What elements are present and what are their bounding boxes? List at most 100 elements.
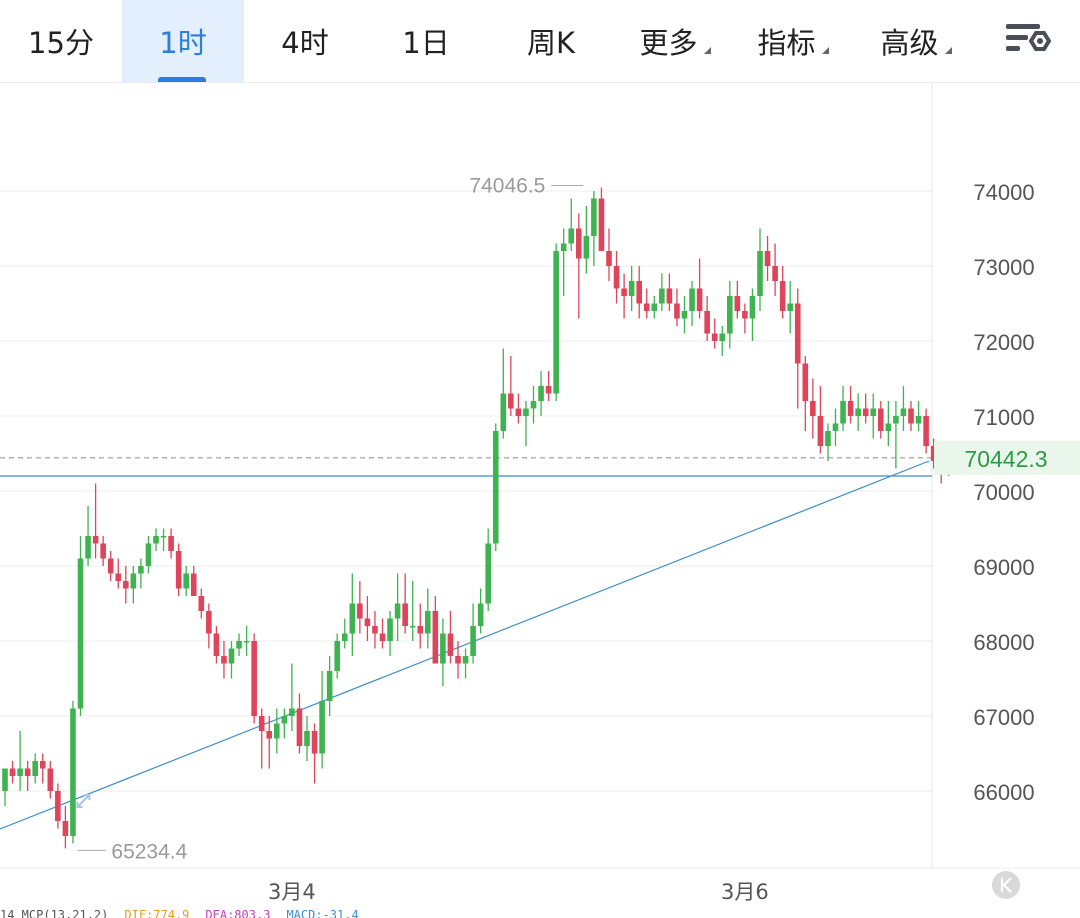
candle-body (319, 701, 325, 754)
candle-body (885, 423, 892, 431)
candle-body (47, 768, 54, 791)
candle-body (281, 716, 288, 724)
candle-body (523, 408, 529, 416)
current-price-box (934, 440, 1080, 475)
tab-0[interactable]: 15分 (0, 0, 122, 82)
candle-body (908, 408, 914, 424)
candle-body (228, 648, 235, 664)
candle-body (674, 303, 680, 319)
candle-body (855, 408, 861, 416)
candle-body (923, 416, 929, 446)
candle-body (168, 536, 174, 551)
candle-body (651, 303, 658, 311)
candle-body (659, 288, 665, 304)
timeframe-tabbar: 15分 1时 4时 1日 周K 更多 指标 高级 (0, 0, 1080, 83)
y-tick-label: 66000 (973, 780, 1034, 805)
candle-body (794, 303, 801, 364)
y-tick-label: 73000 (973, 255, 1034, 280)
candlestick-chart[interactable]: 74000 73000 72000 71000 70000 69000 68000 67000… (0, 83, 1080, 908)
candle-body (402, 603, 408, 626)
y-tick-label: 67000 (973, 705, 1034, 730)
candle-body (757, 251, 763, 296)
y-tick-label: 68000 (973, 630, 1034, 655)
candle-body (470, 626, 476, 656)
dropdown-corner-icon (703, 46, 711, 54)
candle-body (538, 386, 544, 401)
candle-body (545, 386, 552, 394)
candle-body (394, 603, 401, 619)
candle-body (727, 296, 733, 334)
candle-body (387, 618, 393, 641)
candle-body (243, 641, 250, 643)
tab-7[interactable]: 高级 (852, 0, 980, 82)
candle-body (258, 716, 265, 731)
candle-body (55, 791, 61, 821)
candle-body (711, 333, 718, 341)
tab-2[interactable]: 4时 (244, 0, 366, 82)
candle-body (696, 288, 703, 311)
candle-body (190, 573, 197, 596)
candle-body (893, 416, 899, 424)
indicator-value: 14 MCP(13,21,2) (0, 908, 109, 918)
trendline (0, 460, 930, 830)
tab-label: 周K (526, 26, 576, 60)
candle-body (39, 761, 46, 769)
candle-body (266, 731, 273, 739)
candle-body (440, 633, 446, 664)
tab-5[interactable]: 更多 (616, 0, 734, 82)
candle-body (900, 408, 907, 416)
candle-body (840, 401, 846, 424)
candle-body (160, 536, 167, 538)
expand-handle-icon (76, 794, 91, 808)
candle-body (666, 288, 673, 304)
tab-label: 高级 (880, 26, 939, 60)
candle-body (621, 288, 627, 296)
candle-body (787, 303, 793, 311)
candle-body (432, 611, 439, 664)
scroll-to-start-icon[interactable] (992, 871, 1020, 899)
tab-6[interactable]: 指标 (734, 0, 852, 82)
candle-body (643, 303, 650, 311)
candle-body (704, 311, 710, 334)
candle-body (77, 558, 84, 709)
y-tick-label: 69000 (973, 555, 1034, 580)
candle-body (334, 641, 340, 671)
y-tick-label: 72000 (973, 330, 1034, 355)
candle-body (372, 626, 378, 634)
candle-body (357, 603, 363, 619)
candle-body (213, 633, 220, 656)
candle-body (742, 311, 748, 319)
tab-4[interactable]: 周K (486, 0, 616, 82)
indicator-value: DIF:774.9 (124, 908, 190, 918)
tab-label: 15分 (28, 26, 94, 60)
high-annotation-label: 74046.5 (469, 175, 545, 198)
candle-body (568, 228, 575, 244)
x-tick-label: 3月6 (721, 880, 769, 904)
candle-body (183, 573, 189, 589)
tab-1[interactable]: 1时 (122, 0, 244, 82)
candle-body (175, 551, 182, 589)
candle-body (591, 198, 597, 236)
candle-body (379, 633, 386, 641)
candle-body (628, 281, 635, 296)
candle-body (930, 446, 937, 461)
candle-body (145, 543, 152, 566)
candle-body (689, 288, 695, 311)
candle-body (598, 198, 605, 251)
candle-body (32, 761, 38, 776)
candle-body (492, 431, 499, 544)
candle-body (85, 536, 91, 559)
candle-body (123, 581, 129, 589)
candle-body (779, 281, 786, 311)
dropdown-corner-icon (821, 46, 829, 54)
chart-settings-icon[interactable] (1000, 14, 1056, 66)
candle-body (553, 251, 559, 394)
candle-body (17, 768, 23, 776)
candle-body (772, 266, 778, 281)
candle-body (832, 423, 839, 431)
active-tab-indicator (158, 77, 206, 82)
candle-body (485, 543, 491, 604)
tab-3[interactable]: 1日 (366, 0, 486, 82)
candle-body (462, 656, 469, 664)
candle-body (425, 611, 431, 634)
